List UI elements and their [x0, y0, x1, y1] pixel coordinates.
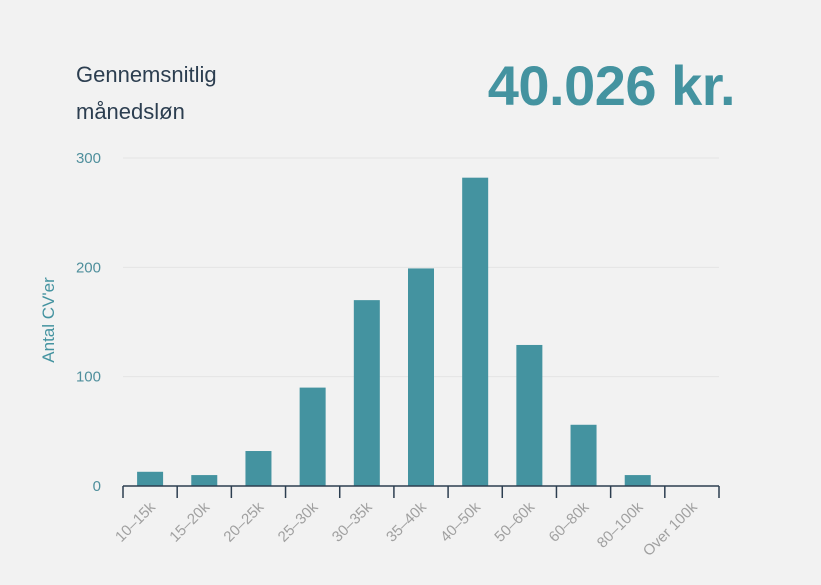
- x-tick-label: 40–50k: [437, 498, 484, 545]
- y-tick-label: 0: [93, 478, 101, 495]
- x-tick-label: Over 100k: [640, 498, 701, 559]
- average-salary-value: 40.026 kr.: [487, 54, 736, 117]
- x-tick-label: 80–100k: [594, 498, 647, 551]
- bar: [516, 344, 543, 486]
- y-tick-label: 100: [76, 369, 101, 386]
- x-tick-label: 20–25k: [220, 498, 267, 545]
- x-tick-label: 10–15k: [112, 498, 159, 545]
- x-tick-label: 25–30k: [275, 498, 322, 545]
- bar: [570, 424, 597, 486]
- bar: [624, 475, 651, 486]
- bar: [408, 268, 434, 486]
- bar: [191, 475, 218, 486]
- y-axis-title: Antal CV'er: [39, 277, 58, 363]
- x-tick-label: 35–40k: [383, 498, 430, 545]
- y-tick-label: 300: [76, 150, 101, 167]
- y-tick-label: 200: [76, 259, 101, 276]
- bar: [299, 387, 326, 486]
- chart-title: Gennemsnitlig månedsløn: [76, 62, 217, 124]
- x-tick-label: 60–80k: [546, 498, 593, 545]
- bar: [353, 300, 380, 486]
- x-tick-label: 50–60k: [491, 498, 538, 545]
- x-tick-label: 30–35k: [329, 498, 376, 545]
- x-tick-label: 15–20k: [166, 498, 213, 545]
- bar: [462, 177, 489, 486]
- bar: [245, 451, 272, 486]
- bar: [137, 471, 164, 486]
